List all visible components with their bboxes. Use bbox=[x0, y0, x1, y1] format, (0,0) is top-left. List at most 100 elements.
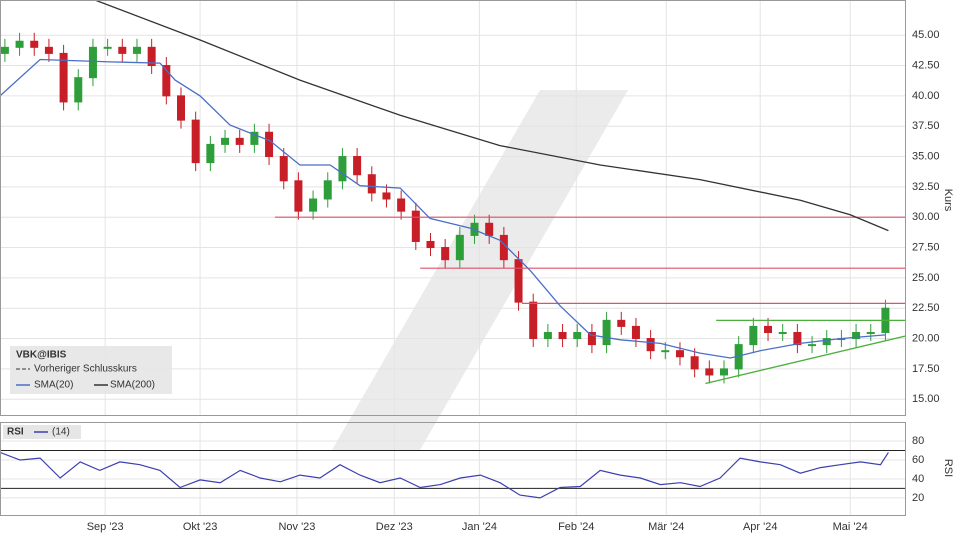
x-tick-label: Feb '24 bbox=[558, 521, 594, 533]
candle-body bbox=[852, 331, 861, 340]
y-tick-label: 17.50 bbox=[912, 363, 940, 375]
candle-body bbox=[59, 52, 68, 103]
candle-body bbox=[338, 156, 347, 182]
candle-body bbox=[44, 46, 53, 54]
candle-body bbox=[822, 338, 831, 346]
candle-body bbox=[441, 247, 450, 261]
x-tick-label: Okt '23 bbox=[183, 521, 218, 533]
y-tick-label: 42.50 bbox=[912, 59, 940, 71]
x-tick-label: Apr '24 bbox=[743, 521, 778, 533]
y-tick-label: 45.00 bbox=[912, 29, 940, 41]
candle-body bbox=[778, 331, 787, 334]
candle-body bbox=[132, 46, 141, 54]
candle-body bbox=[118, 46, 127, 54]
candle-body bbox=[764, 325, 773, 333]
candle-body bbox=[705, 368, 714, 376]
y-tick-label: 30.00 bbox=[912, 211, 940, 223]
legend-entry: SMA(20) bbox=[34, 380, 73, 391]
candle-body bbox=[103, 46, 112, 49]
candle-body bbox=[74, 77, 83, 103]
candle-body bbox=[367, 174, 376, 194]
y-tick-label: 35.00 bbox=[912, 150, 940, 162]
x-tick-label: Jan '24 bbox=[462, 521, 497, 533]
y-tick-label: 40 bbox=[912, 473, 924, 485]
watermark bbox=[332, 90, 628, 450]
candle-body bbox=[382, 192, 391, 200]
candle-body bbox=[720, 368, 728, 376]
candle-body bbox=[250, 131, 259, 145]
y-tick-label: 40.00 bbox=[912, 90, 940, 102]
candle-body bbox=[602, 319, 611, 346]
rsi-legend: RSI (14) bbox=[3, 425, 81, 439]
candle-body bbox=[558, 331, 567, 340]
candle-body bbox=[191, 119, 200, 164]
candle-body bbox=[294, 180, 303, 212]
candle-body bbox=[235, 137, 244, 145]
y-tick-label: 27.50 bbox=[912, 241, 940, 253]
y-tick-label: 20 bbox=[912, 492, 924, 504]
candle-body bbox=[485, 222, 494, 236]
candle-body bbox=[690, 356, 699, 370]
candle-body bbox=[543, 331, 552, 340]
candle-body bbox=[573, 331, 582, 340]
legend-note: Vorheriger Schlusskurs bbox=[34, 364, 137, 375]
candle-body bbox=[866, 331, 875, 334]
candle-body bbox=[631, 325, 640, 340]
rsi-line bbox=[0, 451, 889, 499]
candle-body bbox=[323, 180, 332, 200]
rsi-axis-label: RSI bbox=[942, 459, 954, 477]
legend-entry: (14) bbox=[52, 427, 70, 438]
candle-body bbox=[411, 210, 420, 242]
y-tick-label: 15.00 bbox=[912, 393, 940, 405]
legend-title: RSI bbox=[7, 427, 24, 438]
sma-line bbox=[94, 0, 889, 232]
y-tick-label: 60 bbox=[912, 454, 924, 466]
price-frame bbox=[0, 0, 906, 416]
x-tick-label: Mai '24 bbox=[833, 521, 868, 533]
candle-body bbox=[426, 240, 435, 249]
y-tick-label: 25.00 bbox=[912, 272, 940, 284]
candle-body bbox=[808, 344, 817, 347]
candle-body bbox=[279, 156, 288, 182]
candle-body bbox=[30, 40, 39, 48]
candle-body bbox=[749, 325, 758, 346]
legend-entry: SMA(200) bbox=[110, 380, 155, 391]
legend-box bbox=[10, 346, 172, 394]
candle-body bbox=[397, 198, 406, 212]
candle-body bbox=[353, 156, 362, 176]
candle-body bbox=[206, 143, 215, 164]
candle-body bbox=[646, 338, 655, 352]
x-tick-label: Nov '23 bbox=[278, 521, 315, 533]
x-tick-label: Dez '23 bbox=[376, 521, 413, 533]
y-tick-label: 22.50 bbox=[912, 302, 940, 314]
candle-body bbox=[499, 234, 508, 261]
y-tick-label: 37.50 bbox=[912, 120, 940, 132]
y-axis-label: Kurs bbox=[942, 189, 954, 212]
rsi-frame bbox=[0, 422, 906, 516]
candle-body bbox=[162, 65, 171, 97]
x-tick-label: Mär '24 bbox=[648, 521, 684, 533]
legend-title: VBK@IBIS bbox=[16, 350, 67, 361]
candle-body bbox=[455, 234, 464, 261]
candle-body bbox=[587, 331, 596, 346]
candle-body bbox=[617, 319, 626, 327]
candle-body bbox=[529, 301, 538, 340]
candle-body bbox=[0, 46, 9, 54]
candle-body bbox=[793, 331, 802, 346]
candle-body bbox=[309, 198, 318, 212]
candle-body bbox=[147, 46, 156, 67]
legend: VBK@IBIS Vorheriger Schlusskurs SMA(20) … bbox=[10, 346, 172, 394]
x-tick-label: Sep '23 bbox=[87, 521, 124, 533]
candle-body bbox=[177, 95, 185, 121]
candle-body bbox=[221, 137, 230, 145]
candle-body bbox=[514, 259, 523, 303]
candle-body bbox=[88, 46, 97, 79]
y-tick-label: 32.50 bbox=[912, 181, 940, 193]
candle-body bbox=[675, 350, 684, 358]
sma-line bbox=[0, 58, 886, 359]
trend-line bbox=[705, 335, 906, 385]
candle-body bbox=[265, 131, 274, 158]
candle-body bbox=[15, 40, 24, 48]
y-tick-label: 80 bbox=[912, 435, 924, 447]
